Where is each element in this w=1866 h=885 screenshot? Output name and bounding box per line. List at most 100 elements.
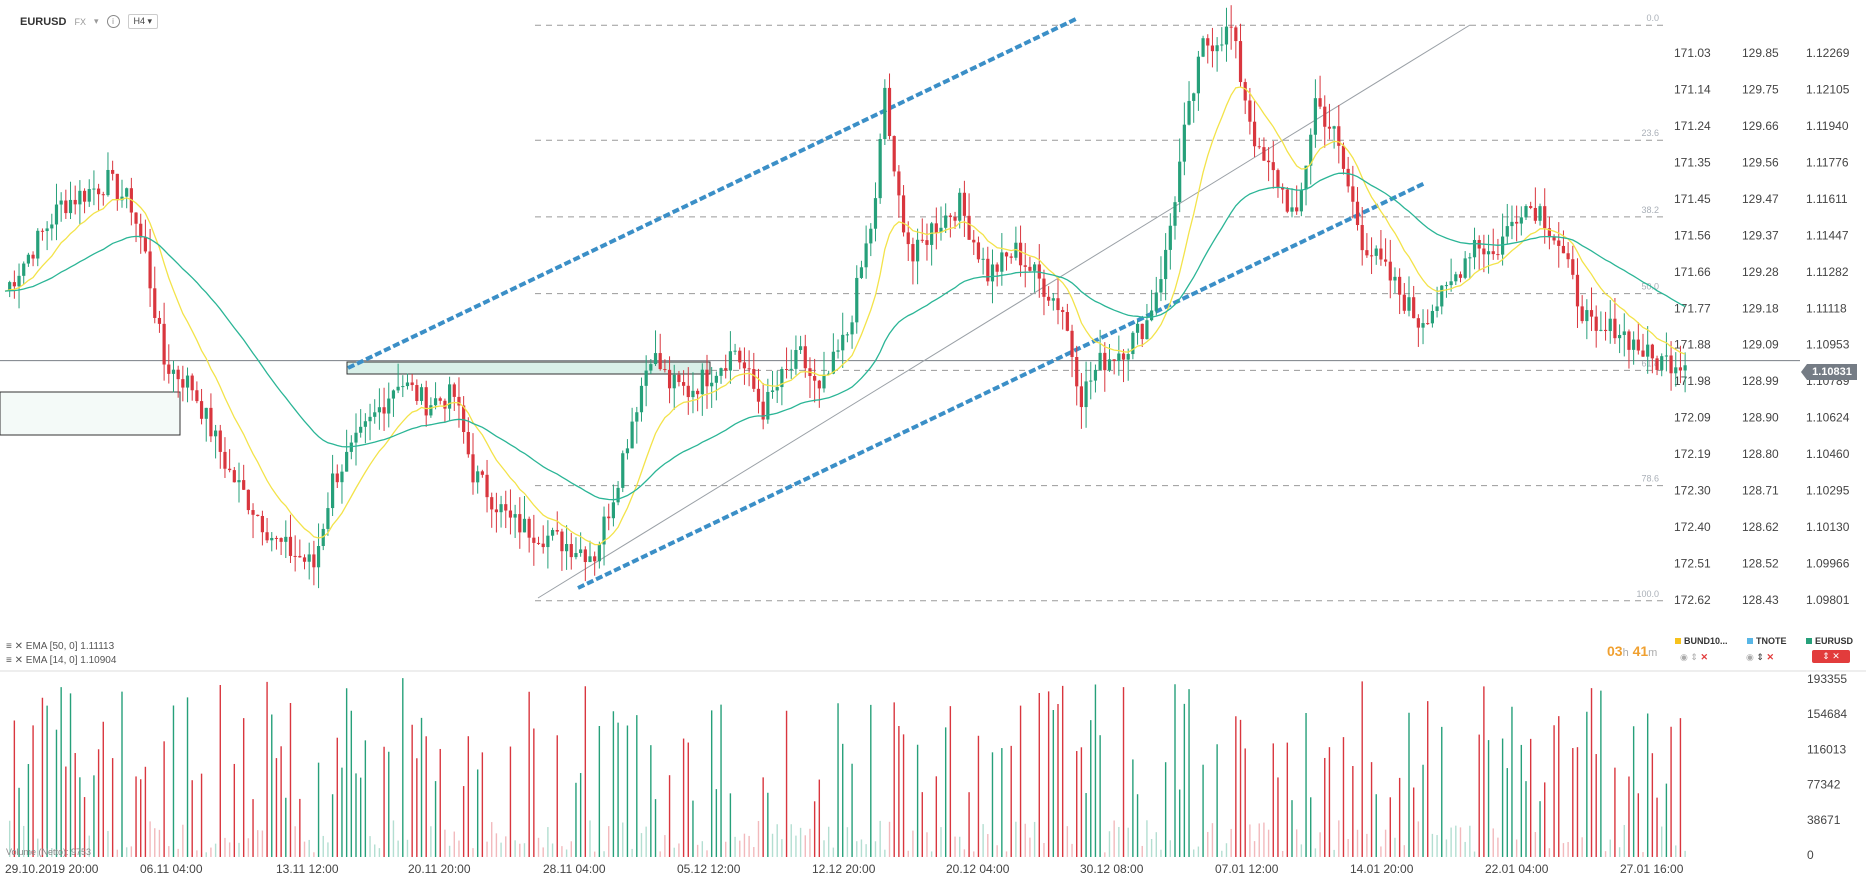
bund-axis-tick: 172.09 <box>1674 411 1711 425</box>
candle-body <box>1599 329 1603 331</box>
candle-body <box>1229 26 1233 28</box>
eurusd-axis-tick: 1.11118 <box>1806 301 1847 315</box>
instrument-tag-tnote[interactable]: TNOTE <box>1747 636 1787 646</box>
ema-50-legend[interactable]: ≡ ✕ EMA [50, 0] 1.11113 <box>6 641 114 652</box>
eurusd-axis-tick: 1.11282 <box>1806 265 1849 279</box>
candle-body <box>1121 353 1126 360</box>
eurusd-axis-tick: 1.12105 <box>1806 82 1850 96</box>
drawings <box>0 16 1800 599</box>
eurusd-toggle-button[interactable]: ⇕ ✕ <box>1812 650 1850 663</box>
candle-body <box>1435 306 1439 311</box>
candle-body <box>878 139 882 199</box>
eye-icon[interactable]: ◉ <box>1680 652 1688 662</box>
ema-50-label: EMA [50, 0] 1.11113 <box>25 641 115 652</box>
candle-body <box>981 258 985 260</box>
candle-body <box>761 401 765 420</box>
legend-menu-icon[interactable]: ≡ ✕ <box>6 641 26 652</box>
candle-body <box>672 374 676 389</box>
volume-bars <box>0 670 1866 857</box>
market-dropdown-icon[interactable]: ▾ <box>93 16 99 26</box>
sort-icon[interactable]: ⇕ <box>1756 652 1764 662</box>
timeframe-select[interactable]: H4 ▾ <box>127 14 159 29</box>
candle-body <box>1089 380 1093 382</box>
fib-label: 78.6 <box>1641 474 1659 484</box>
candle-body <box>382 407 386 414</box>
candle-body <box>883 87 887 140</box>
candle-body <box>920 239 924 241</box>
candle-body <box>925 240 929 245</box>
candle-body <box>134 212 138 224</box>
candle-body <box>1552 237 1556 241</box>
candle-body <box>1608 318 1612 332</box>
time-axis-tick: 22.01 04:00 <box>1485 862 1549 876</box>
candle-body <box>115 173 119 201</box>
candle-body <box>1355 201 1360 226</box>
candle-body <box>522 518 527 533</box>
candle-body <box>579 549 583 554</box>
candle-body <box>476 471 480 483</box>
candle-body <box>490 497 494 510</box>
candle-body <box>1164 249 1168 280</box>
candle-body <box>1313 98 1317 135</box>
candle-body <box>1519 217 1523 224</box>
candle-body <box>1505 226 1509 237</box>
symbol-label[interactable]: EURUSD <box>20 15 67 28</box>
bund-color-swatch <box>1675 638 1681 644</box>
tnote-controls[interactable]: ◉ ⇕ ✕ <box>1746 652 1774 663</box>
volume-axis-tick: 154684 <box>1807 707 1847 721</box>
instrument-tag-bund[interactable]: BUND10... <box>1675 636 1728 646</box>
candle-body <box>223 451 227 469</box>
candle-body <box>1641 350 1645 357</box>
candle-body <box>897 171 901 196</box>
tnote-axis-tick: 128.99 <box>1742 374 1779 388</box>
candle-body <box>1421 323 1425 328</box>
candle-body <box>429 405 433 416</box>
eye-icon[interactable]: ◉ <box>1746 652 1754 662</box>
eurusd-color-swatch <box>1806 638 1812 644</box>
fib-label: 100.0 <box>1636 589 1659 599</box>
volume-axis-tick: 193355 <box>1807 672 1847 686</box>
candle-body <box>841 334 845 351</box>
candle-body <box>1538 206 1542 221</box>
candle-body <box>92 188 96 190</box>
candle-body <box>190 375 194 391</box>
candle-body <box>480 471 484 475</box>
candle-body <box>1426 323 1430 325</box>
tnote-axis-tick: 129.18 <box>1742 301 1779 315</box>
candle-body <box>607 516 611 519</box>
candle-body <box>340 471 344 483</box>
timer-h-unit: h <box>1622 647 1629 659</box>
candle-body <box>31 254 35 259</box>
candle-body <box>1332 126 1336 129</box>
candle-body <box>602 516 606 545</box>
supply-zone-box <box>346 361 711 375</box>
candle-body <box>1009 256 1013 258</box>
candle-body <box>26 254 30 264</box>
bund-controls[interactable]: ◉ ⇕ ✕ <box>1680 652 1708 663</box>
candle-body <box>1018 242 1023 266</box>
info-icon[interactable]: i <box>106 15 120 28</box>
current-price-badge: 1.10831 <box>1801 364 1857 380</box>
eurusd-axis-tick: 1.10295 <box>1806 484 1850 498</box>
candle-body <box>855 277 859 323</box>
fib-label: 23.6 <box>1641 128 1659 138</box>
candle-body <box>1252 121 1257 147</box>
candle-body <box>1557 240 1561 246</box>
fib-label: 61.8 <box>1641 358 1659 368</box>
candle-body <box>1365 250 1369 256</box>
candle-body <box>1472 239 1477 258</box>
candle-body <box>803 346 807 369</box>
candle-body <box>167 364 171 374</box>
instrument-tag-eurusd[interactable]: EURUSD <box>1806 636 1853 646</box>
candle-body <box>1206 38 1210 46</box>
sort-icon[interactable]: ⇕ <box>1690 652 1698 662</box>
remove-icon[interactable]: ✕ <box>1766 652 1774 662</box>
remove-icon[interactable]: ✕ <box>1700 652 1708 662</box>
candle-body <box>560 531 564 552</box>
candle-body <box>686 385 690 398</box>
candle-body <box>635 412 639 422</box>
ema-14-legend[interactable]: ≡ ✕ EMA [14, 0] 1.10904 <box>6 655 116 666</box>
legend-menu-icon[interactable]: ≡ ✕ <box>6 655 26 666</box>
candle-body <box>499 504 503 513</box>
